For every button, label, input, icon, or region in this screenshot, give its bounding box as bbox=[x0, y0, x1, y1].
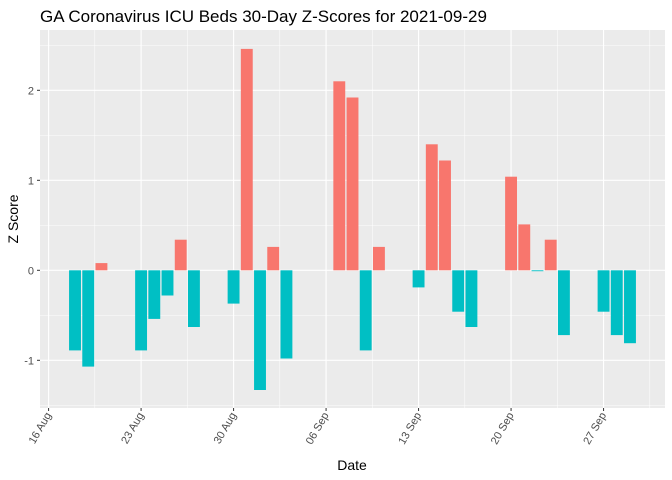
bar bbox=[95, 263, 108, 271]
bar bbox=[267, 246, 280, 271]
x-axis-label: Date bbox=[337, 457, 367, 473]
bar bbox=[531, 270, 544, 272]
bar bbox=[359, 270, 372, 351]
bar bbox=[557, 270, 570, 336]
y-tick-label: 1 bbox=[28, 175, 34, 187]
bar bbox=[161, 270, 174, 296]
x-tick-label: 23 Aug bbox=[119, 411, 147, 447]
bar bbox=[187, 270, 200, 327]
bar bbox=[174, 239, 187, 271]
x-tick-label: 27 Sep bbox=[581, 411, 609, 447]
y-tick-label: 2 bbox=[28, 85, 34, 97]
bar bbox=[412, 270, 425, 288]
x-tick-label: 20 Sep bbox=[489, 411, 517, 447]
y-tick-label: 0 bbox=[28, 265, 34, 277]
x-tick-label: 06 Sep bbox=[304, 411, 332, 447]
bar bbox=[82, 270, 95, 367]
bar bbox=[544, 239, 557, 271]
bar bbox=[624, 270, 636, 344]
x-tick-label: 16 Aug bbox=[27, 411, 55, 447]
bar bbox=[439, 160, 451, 271]
bar bbox=[597, 270, 610, 312]
chart-title: GA Coronavirus ICU Beds 30-Day Z-Scores … bbox=[40, 7, 487, 26]
bar bbox=[333, 81, 346, 271]
bar bbox=[135, 270, 148, 351]
bar bbox=[227, 270, 240, 304]
y-tick-label: -1 bbox=[24, 355, 34, 367]
bar bbox=[452, 270, 465, 312]
bar bbox=[254, 270, 266, 390]
bar bbox=[69, 270, 81, 351]
bar bbox=[425, 144, 438, 271]
bar bbox=[372, 246, 385, 271]
x-tick-label: 30 Aug bbox=[212, 411, 240, 447]
bar bbox=[518, 224, 531, 271]
y-axis-label: Z Score bbox=[5, 194, 21, 243]
bars bbox=[69, 48, 636, 390]
bar bbox=[465, 270, 478, 327]
x-tick-label: 13 Sep bbox=[396, 411, 424, 447]
bar bbox=[280, 270, 293, 359]
bar bbox=[346, 97, 359, 271]
bar bbox=[505, 176, 518, 271]
bar bbox=[148, 270, 161, 319]
bar bbox=[240, 48, 253, 271]
bar bbox=[610, 270, 623, 336]
